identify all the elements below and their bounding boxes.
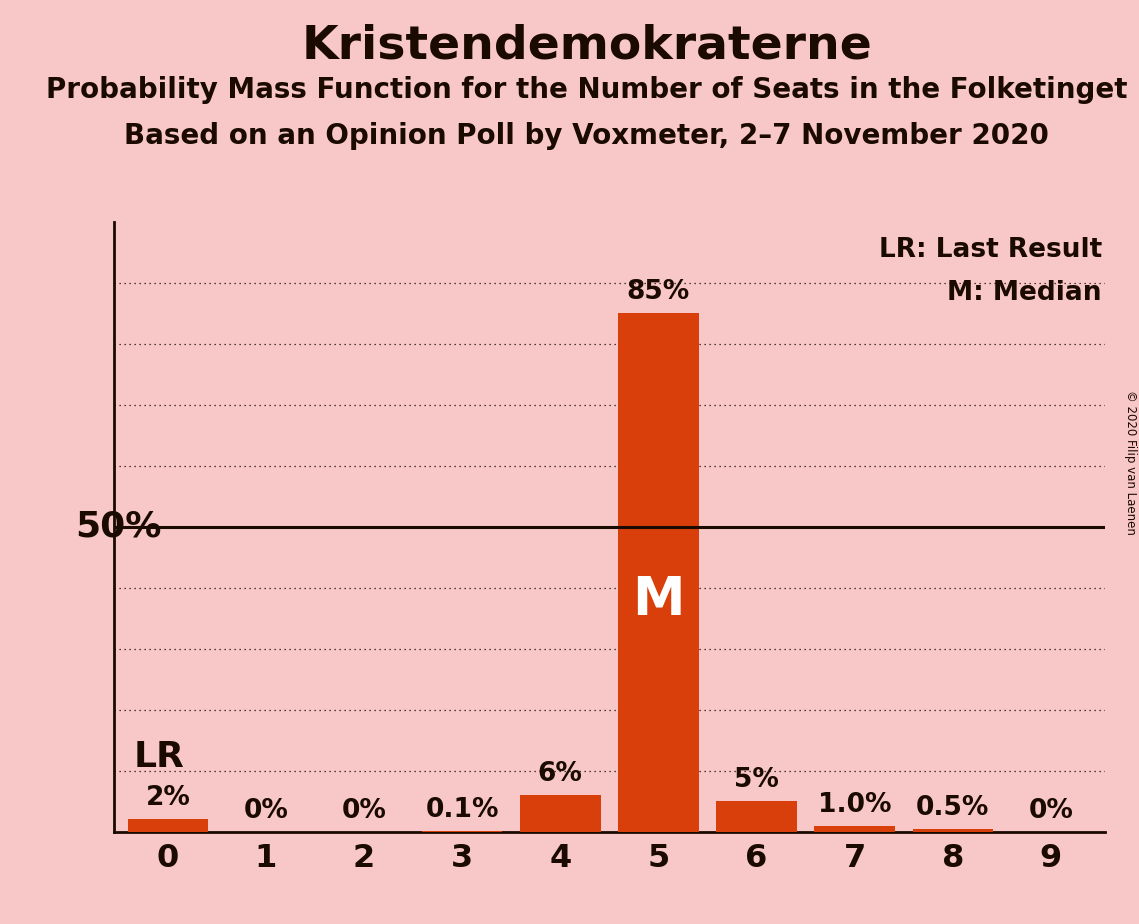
Text: 1.0%: 1.0% <box>818 792 892 818</box>
Text: LR: Last Result: LR: Last Result <box>878 237 1101 263</box>
Text: 6%: 6% <box>538 761 583 787</box>
Text: M: Median: M: Median <box>948 280 1101 306</box>
Text: 0%: 0% <box>1029 797 1073 823</box>
Text: 0%: 0% <box>244 797 288 823</box>
Text: 0%: 0% <box>342 797 386 823</box>
Bar <box>716 801 797 832</box>
Bar <box>128 820 208 832</box>
Bar <box>521 795 600 832</box>
Text: Kristendemokraterne: Kristendemokraterne <box>301 23 872 68</box>
Bar <box>814 825 895 832</box>
Text: Probability Mass Function for the Number of Seats in the Folketinget: Probability Mass Function for the Number… <box>46 76 1128 103</box>
Text: 0.5%: 0.5% <box>916 795 990 821</box>
Text: 50%: 50% <box>75 510 162 543</box>
Text: 85%: 85% <box>626 279 690 305</box>
Text: 5%: 5% <box>735 767 779 793</box>
Text: M: M <box>632 574 685 626</box>
Text: LR: LR <box>133 740 185 773</box>
Text: Based on an Opinion Poll by Voxmeter, 2–7 November 2020: Based on an Opinion Poll by Voxmeter, 2–… <box>124 122 1049 150</box>
Text: 0.1%: 0.1% <box>426 797 499 823</box>
Text: 2%: 2% <box>146 785 190 811</box>
Bar <box>912 829 993 832</box>
Bar <box>618 313 698 832</box>
Text: © 2020 Filip van Laenen: © 2020 Filip van Laenen <box>1124 390 1137 534</box>
